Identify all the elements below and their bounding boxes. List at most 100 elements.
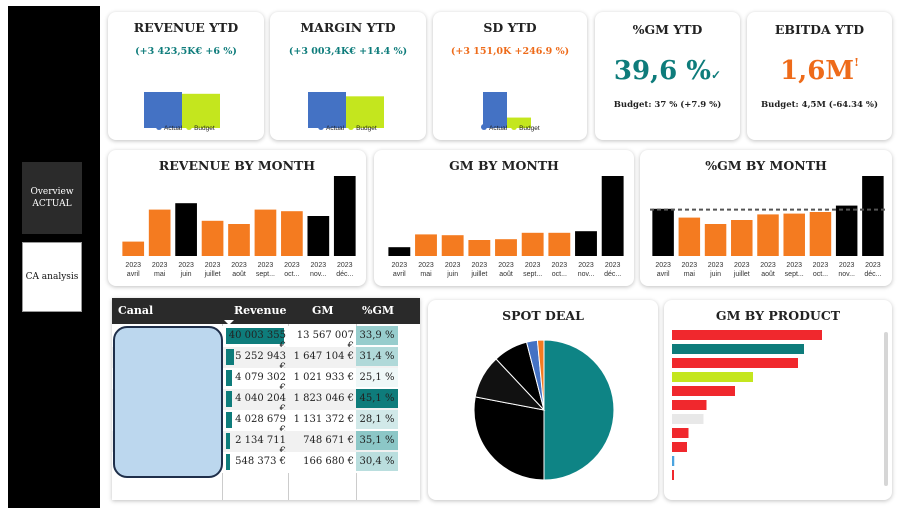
nav-overview-actual[interactable]: Overview ACTUAL bbox=[22, 162, 82, 234]
month-bar[interactable] bbox=[415, 234, 437, 256]
tick-month: juin bbox=[446, 271, 458, 278]
tick-month: déc... bbox=[864, 271, 881, 278]
month-bar[interactable] bbox=[575, 231, 597, 256]
month-bar[interactable] bbox=[254, 209, 277, 256]
month-bar[interactable] bbox=[548, 232, 571, 256]
month-bar[interactable] bbox=[388, 247, 411, 256]
nav-ca-analysis[interactable]: CA analysis bbox=[22, 242, 82, 312]
gm-cell: 166 680 € bbox=[303, 456, 354, 467]
month-bar[interactable] bbox=[731, 220, 753, 256]
legend-budget: Budget bbox=[194, 125, 215, 132]
sd-ytd-delta: (+3 151,0K +246.9 %) bbox=[450, 46, 570, 57]
month-bar[interactable] bbox=[809, 212, 832, 256]
tick-month: avril bbox=[127, 271, 140, 278]
product-bar[interactable] bbox=[672, 428, 689, 438]
gm-by-product-card: GM BY PRODUCT bbox=[664, 300, 892, 500]
col-gm[interactable]: GM bbox=[312, 304, 334, 317]
tick-year: 2023 bbox=[152, 262, 168, 269]
kpi-bar-actual[interactable] bbox=[308, 92, 346, 128]
month-bar[interactable] bbox=[835, 205, 858, 256]
tick-month: sept... bbox=[523, 271, 542, 278]
revenue-databar bbox=[226, 349, 234, 365]
month-bar[interactable] bbox=[307, 216, 330, 256]
month-bar[interactable] bbox=[757, 214, 779, 256]
tick-year: 2023 bbox=[839, 262, 855, 269]
month-bar[interactable] bbox=[333, 176, 356, 256]
gm-pct-ytd-title: %GM YTD bbox=[632, 22, 703, 37]
margin-ytd-chart bbox=[308, 92, 384, 128]
col-canal[interactable]: Canal bbox=[118, 304, 154, 317]
col-gm-pct[interactable]: %GM bbox=[362, 304, 395, 317]
pie-slice[interactable] bbox=[473, 396, 545, 481]
tick-month: nov... bbox=[310, 271, 327, 278]
revenue-cell: 4 028 679 € bbox=[235, 414, 286, 436]
gm-pct-cell: 31,4 % bbox=[356, 347, 398, 366]
kpi-bar-actual[interactable] bbox=[144, 92, 182, 128]
month-bar[interactable] bbox=[122, 241, 145, 256]
month-bar[interactable] bbox=[521, 232, 544, 256]
month-bar[interactable] bbox=[601, 176, 624, 256]
tick-year: 2023 bbox=[734, 262, 750, 269]
product-bar[interactable] bbox=[672, 386, 735, 396]
gm-pct-by-month-chart: 2023 avril 2023 mai 2023 juin 2023 juillet 2023 a… bbox=[650, 176, 886, 278]
ebitda-ytd-card: EBITDA YTD 1,6M! Budget: 4,5M (-64.34 %) bbox=[747, 12, 892, 140]
gm-pct-cell: 45,1 % bbox=[356, 389, 398, 408]
gm-pct-ytd-budget: Budget: 37 % (+7.9 %) bbox=[613, 100, 722, 110]
product-bar[interactable] bbox=[672, 400, 707, 410]
canal-selector[interactable] bbox=[113, 326, 223, 478]
tick-month: mai bbox=[154, 271, 166, 278]
product-bar[interactable] bbox=[672, 330, 822, 340]
month-bar[interactable] bbox=[862, 176, 884, 256]
scrollbar[interactable] bbox=[884, 332, 888, 486]
month-bar[interactable] bbox=[652, 208, 674, 256]
month-bar[interactable] bbox=[704, 224, 727, 256]
pie-slice[interactable] bbox=[543, 339, 615, 481]
revenue-cell: 4 040 204 € bbox=[235, 393, 286, 415]
month-bar[interactable] bbox=[281, 211, 303, 256]
margin-ytd-card: MARGIN YTD (+3 003,4K€ +14.4 %) Actual B… bbox=[270, 12, 426, 140]
month-bar[interactable] bbox=[495, 239, 517, 256]
tick-year: 2023 bbox=[498, 262, 514, 269]
tick-year: 2023 bbox=[813, 262, 829, 269]
month-bar[interactable] bbox=[201, 220, 224, 256]
product-bar[interactable] bbox=[672, 344, 804, 354]
product-bar[interactable] bbox=[672, 442, 687, 452]
tick-month: juin bbox=[709, 271, 721, 278]
tick-year: 2023 bbox=[337, 262, 353, 269]
tick-year: 2023 bbox=[178, 262, 194, 269]
spot-deal-pie bbox=[473, 339, 615, 481]
month-bar[interactable] bbox=[441, 235, 464, 256]
product-bar[interactable] bbox=[672, 372, 753, 382]
kpi-bar-budget[interactable] bbox=[346, 96, 384, 128]
kpi-bar-actual[interactable] bbox=[483, 92, 507, 128]
product-bar[interactable] bbox=[672, 358, 798, 368]
actual-dot-icon bbox=[318, 124, 324, 130]
month-bar[interactable] bbox=[783, 213, 805, 256]
budget-dot-icon bbox=[348, 124, 355, 130]
ebitda-ytd-budget: Budget: 4,5M (-64.34 %) bbox=[760, 100, 879, 110]
month-bar[interactable] bbox=[678, 217, 701, 256]
tick-month: avril bbox=[393, 271, 406, 278]
month-bar[interactable] bbox=[468, 240, 491, 256]
kpi-bar-budget[interactable] bbox=[182, 93, 220, 128]
tick-year: 2023 bbox=[284, 262, 300, 269]
legend-budget: Budget bbox=[519, 125, 540, 132]
margin-ytd-delta: (+3 003,4K€ +14.4 %) bbox=[288, 46, 408, 57]
tick-year: 2023 bbox=[418, 262, 434, 269]
gm-by-product-title: GM BY PRODUCT bbox=[715, 308, 841, 323]
product-bar[interactable] bbox=[672, 470, 674, 480]
sort-desc-icon[interactable] bbox=[224, 320, 234, 325]
gm-by-month-chart: 2023 avril 2023 mai 2023 juin 2023 juillet 2023 a… bbox=[388, 176, 624, 278]
tick-year: 2023 bbox=[605, 262, 621, 269]
month-bar[interactable] bbox=[228, 224, 250, 256]
product-bar[interactable] bbox=[672, 456, 675, 466]
col-revenue[interactable]: Revenue bbox=[234, 304, 287, 317]
month-bar[interactable] bbox=[175, 203, 197, 256]
month-bar[interactable] bbox=[148, 209, 171, 256]
tick-month: oct... bbox=[284, 271, 299, 278]
actual-dot-icon bbox=[481, 124, 487, 130]
pie-slice[interactable] bbox=[536, 339, 545, 411]
product-bar[interactable] bbox=[672, 414, 704, 424]
tick-year: 2023 bbox=[578, 262, 594, 269]
kpi-bar-budget[interactable] bbox=[507, 117, 531, 128]
